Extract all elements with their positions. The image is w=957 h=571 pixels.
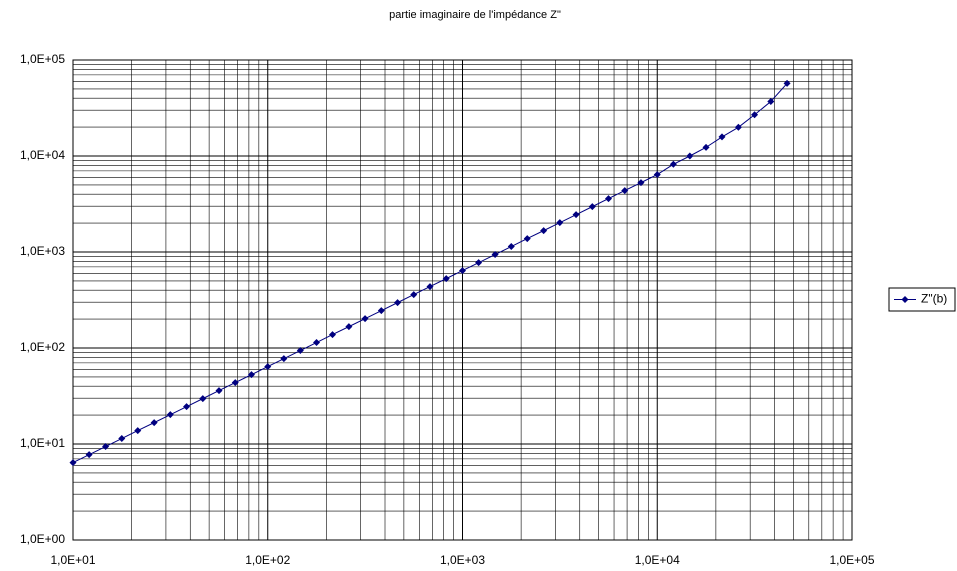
y-tick-label: 1,0E+03 xyxy=(20,244,65,258)
data-point xyxy=(572,211,580,219)
data-point xyxy=(621,187,629,195)
y-tick-label: 1,0E+01 xyxy=(20,436,65,450)
legend-marker xyxy=(901,296,909,303)
data-point xyxy=(296,347,304,355)
data-point xyxy=(118,435,126,443)
data-point xyxy=(328,331,336,339)
data-point xyxy=(134,427,142,435)
data-point xyxy=(102,443,110,451)
plot-frame xyxy=(72,59,853,541)
x-tick-label: 1,0E+04 xyxy=(635,553,680,567)
data-point xyxy=(491,251,499,259)
data-point xyxy=(718,133,726,141)
data-point xyxy=(767,97,775,105)
data-point xyxy=(783,79,791,87)
y-tick-label: 1,0E+05 xyxy=(20,52,65,66)
data-point xyxy=(734,123,742,131)
data-point xyxy=(313,339,321,347)
data-point xyxy=(588,203,596,211)
y-tick-label: 1,0E+00 xyxy=(20,532,65,546)
legend-box xyxy=(888,287,956,312)
x-tick-label: 1,0E+01 xyxy=(50,553,95,567)
data-point xyxy=(264,363,272,371)
data-point xyxy=(215,387,223,395)
chart-title: partie imaginaire de l'impédance Z" xyxy=(389,9,561,21)
data-point xyxy=(247,371,255,379)
data-point xyxy=(556,219,564,227)
data-point xyxy=(183,403,191,411)
data-point xyxy=(475,259,483,267)
data-point xyxy=(394,299,402,307)
data-point xyxy=(669,160,677,168)
data-point xyxy=(426,283,434,291)
x-tick-label: 1,0E+02 xyxy=(245,553,290,567)
data-point xyxy=(507,243,515,251)
x-tick-label: 1,0E+05 xyxy=(829,553,874,567)
legend-label: Z"(b) xyxy=(921,292,947,306)
data-point xyxy=(605,195,613,203)
data-point xyxy=(377,307,385,315)
y-tick-label: 1,0E+04 xyxy=(20,148,65,162)
data-point xyxy=(231,379,239,387)
data-point xyxy=(166,411,174,419)
data-point xyxy=(523,235,531,243)
data-point xyxy=(69,459,77,467)
data-point xyxy=(410,291,418,299)
data-point xyxy=(637,179,645,187)
data-point xyxy=(85,451,93,459)
data-point xyxy=(280,355,288,363)
data-point xyxy=(751,111,759,119)
data-point xyxy=(361,315,369,323)
x-tick-label: 1,0E+03 xyxy=(440,553,485,567)
data-point xyxy=(540,227,548,235)
data-point xyxy=(199,395,207,403)
data-point xyxy=(150,419,158,427)
data-point xyxy=(653,171,661,179)
y-tick-label: 1,0E+02 xyxy=(20,340,65,354)
data-point xyxy=(459,267,466,275)
data-point xyxy=(345,323,353,331)
data-point xyxy=(702,143,710,151)
data-point xyxy=(442,275,450,283)
data-point xyxy=(686,152,694,160)
